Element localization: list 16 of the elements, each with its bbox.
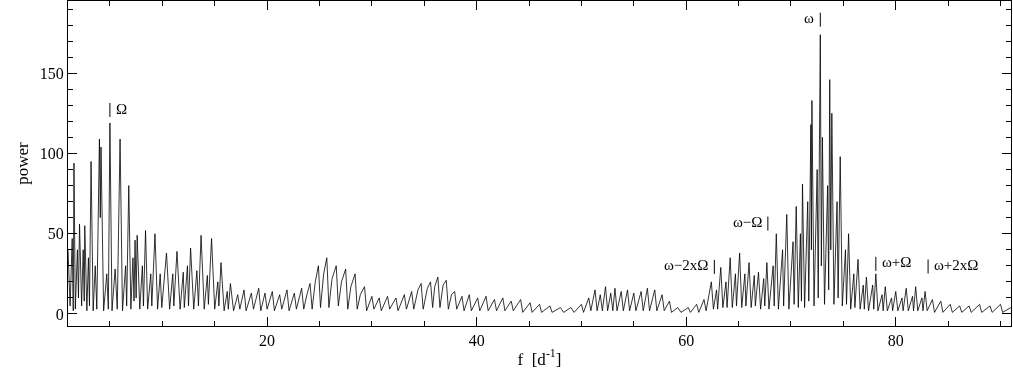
- y-tick-label: 50: [47, 225, 64, 243]
- annotation: ω+2xΩ: [934, 257, 979, 273]
- x-tick-label: 80: [887, 332, 904, 350]
- x-tick-label: 60: [678, 332, 695, 350]
- annotation: ω+Ω: [882, 254, 912, 270]
- annotation: Ω: [116, 101, 128, 117]
- x-axis-title: f [d$^{-1}$]: [517, 346, 562, 369]
- y-tick-label: 0: [55, 305, 64, 323]
- x-tick-label: 20: [259, 332, 276, 350]
- annotation: ω: [804, 10, 814, 26]
- y-tick-label: 150: [39, 64, 64, 82]
- y-tick-label: 100: [39, 145, 64, 163]
- annotation: ω−Ω: [733, 214, 763, 230]
- annotation: ω−2xΩ: [664, 257, 709, 273]
- x-tick-label: 40: [468, 332, 485, 350]
- y-axis-title: power: [13, 141, 33, 185]
